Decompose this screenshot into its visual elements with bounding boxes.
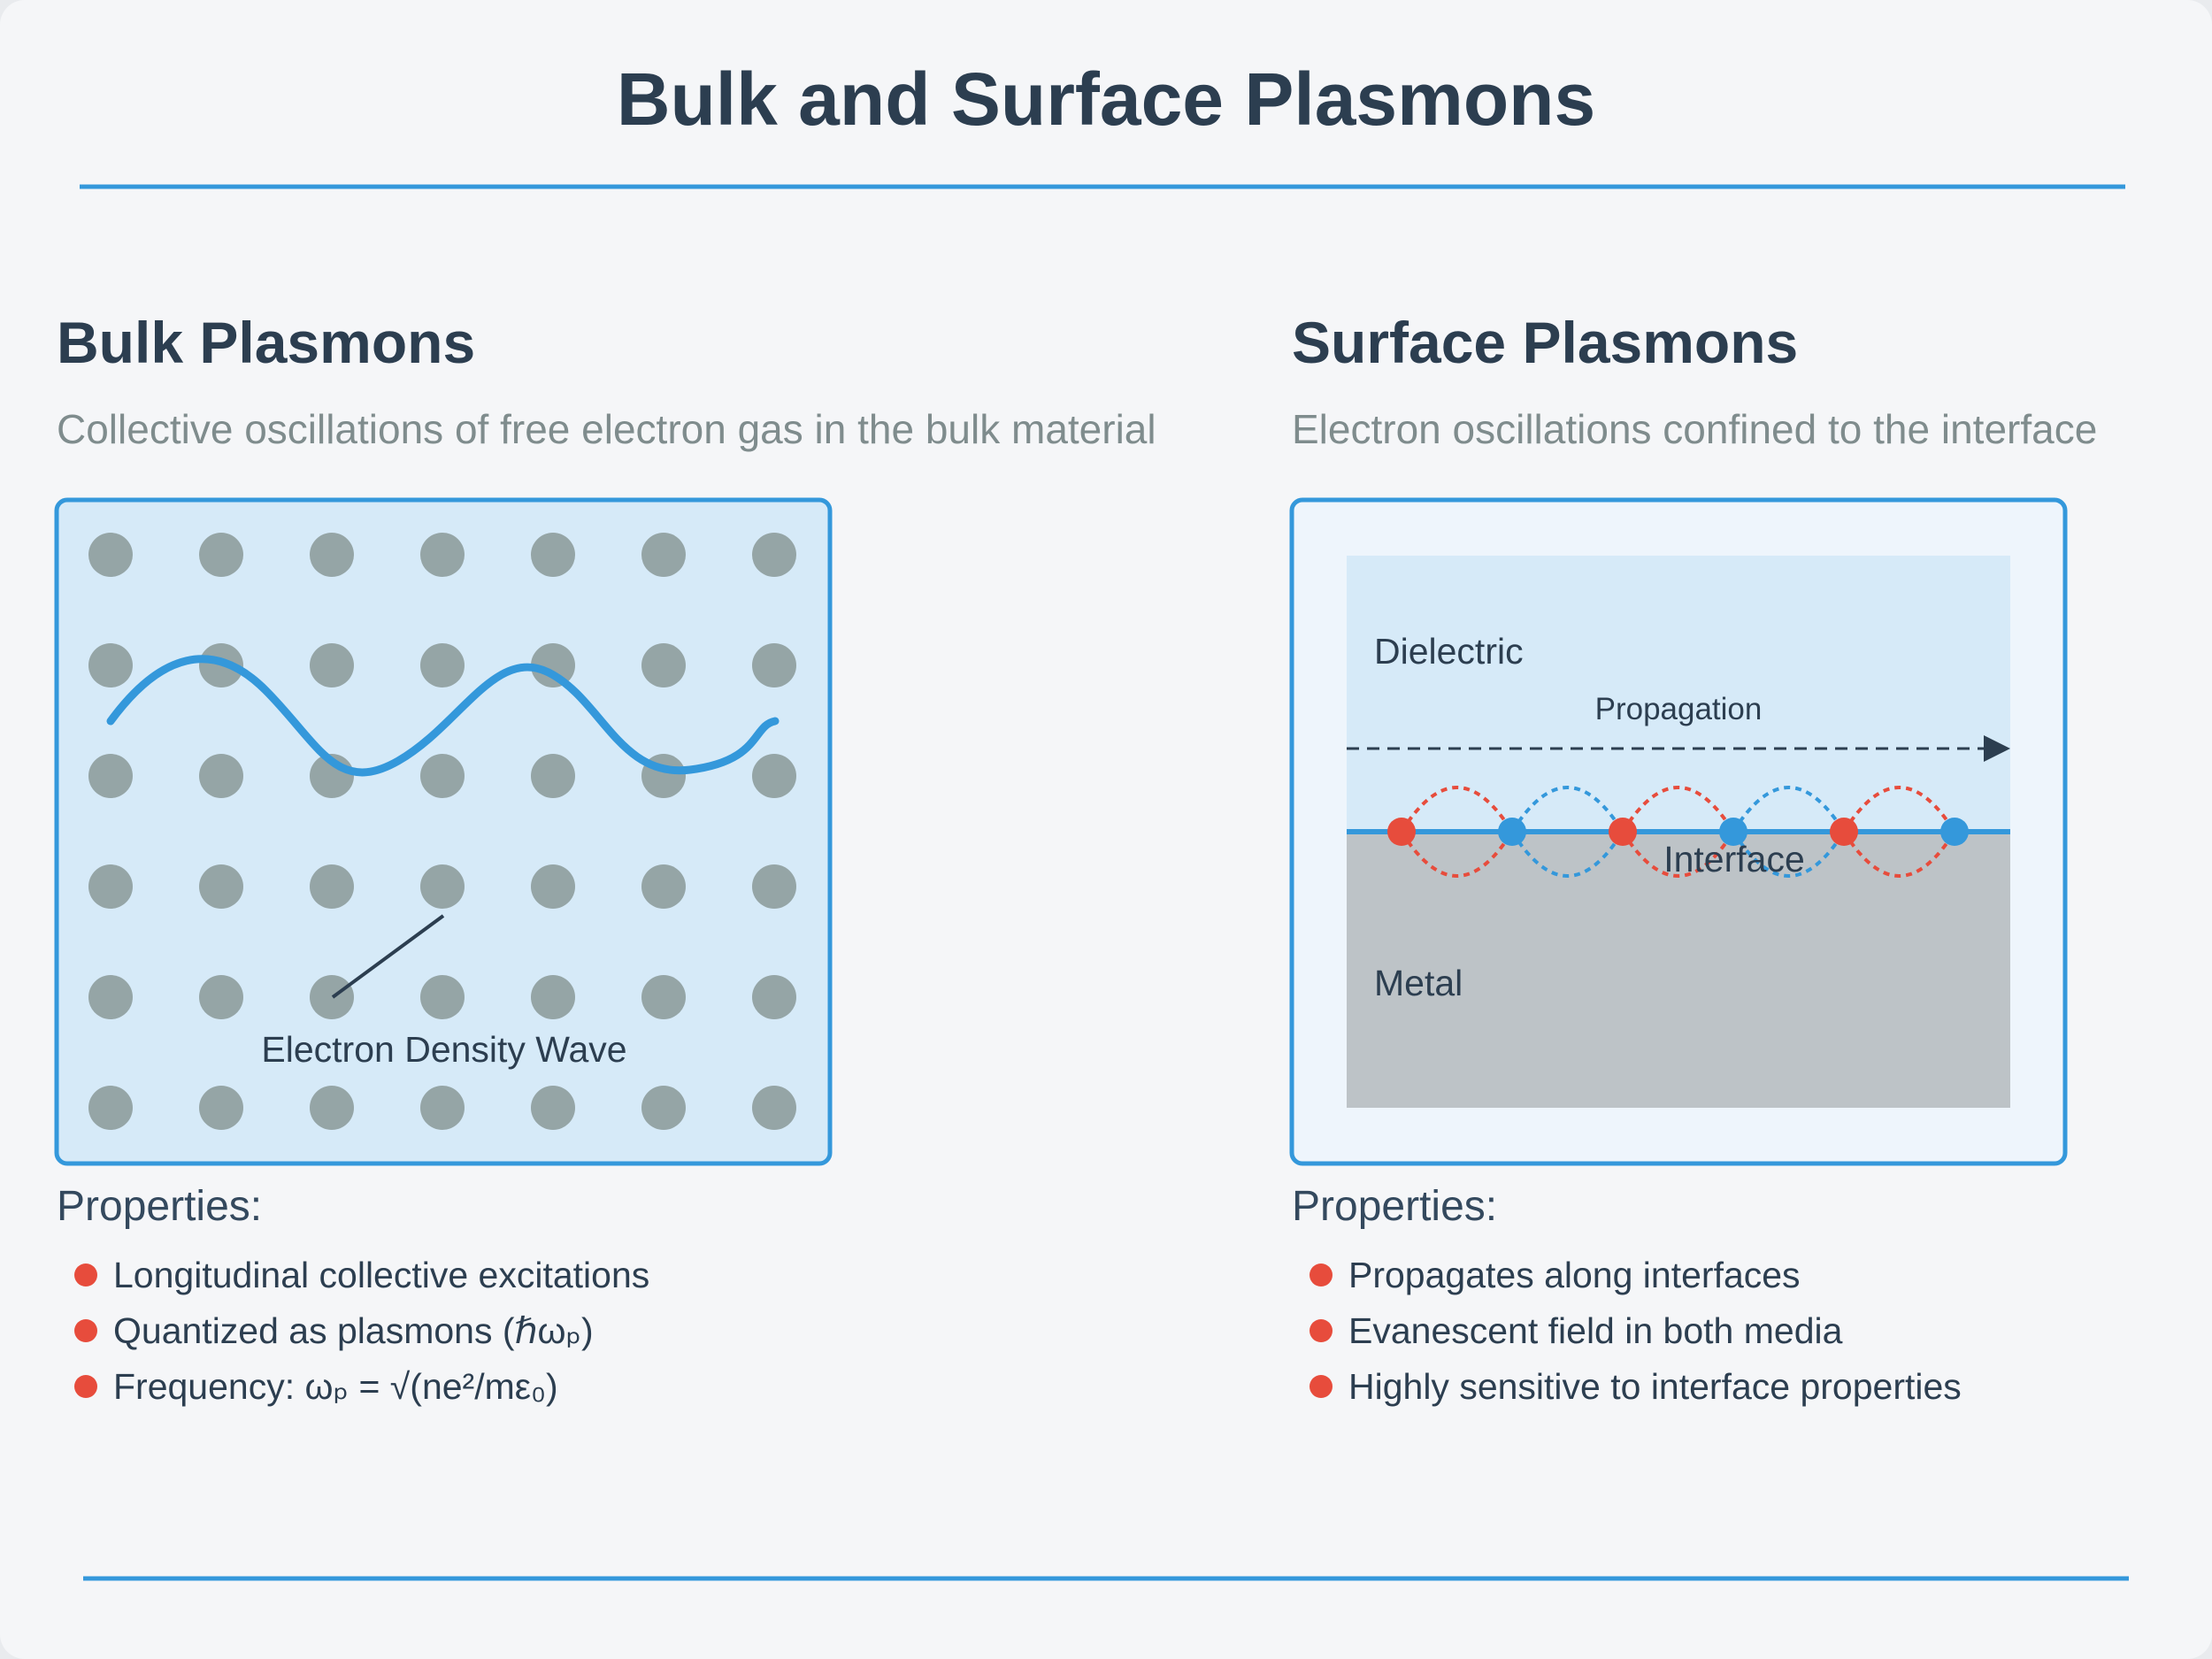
surface-properties-list: Propagates along interfaces Evanescent f… xyxy=(1294,1248,1962,1415)
bullet-icon xyxy=(1310,1319,1333,1342)
positive-charge-icon xyxy=(1830,818,1858,846)
field-line xyxy=(1732,830,1846,878)
dielectric-label: Dielectric xyxy=(1374,631,1524,672)
positive-charge-icon xyxy=(1387,818,1416,846)
arrow-head-icon xyxy=(1984,735,2010,762)
list-item: Quantized as plasmons (ℏωₚ) xyxy=(58,1303,649,1359)
metal-region xyxy=(1347,832,2010,1108)
field-line xyxy=(1621,786,1735,833)
electron-dot xyxy=(420,754,465,798)
field-line xyxy=(1400,786,1514,833)
electron-dot xyxy=(199,754,243,798)
bulk-panel xyxy=(54,497,833,1166)
field-line xyxy=(1842,830,1956,878)
electron-dot xyxy=(420,1086,465,1130)
list-item: Frequency: ωₚ = √(ne²/mε₀) xyxy=(58,1359,649,1415)
electron-dot xyxy=(310,533,354,577)
electron-dot xyxy=(531,864,575,909)
electron-dot xyxy=(752,1086,796,1130)
electron-dot xyxy=(752,754,796,798)
electron-dot xyxy=(531,754,575,798)
wave-label: Electron Density Wave xyxy=(261,1029,626,1070)
electron-dot xyxy=(199,1086,243,1130)
electron-dot xyxy=(310,864,354,909)
list-item: Highly sensitive to interface properties xyxy=(1294,1359,1962,1415)
electron-dot xyxy=(310,643,354,687)
electron-dot xyxy=(420,864,465,909)
electron-dot xyxy=(199,864,243,909)
electron-dot xyxy=(641,1086,686,1130)
bullet-icon xyxy=(1310,1263,1333,1286)
metal-label: Metal xyxy=(1374,963,1463,1003)
electron-dot xyxy=(88,864,133,909)
interface-label: Interface xyxy=(1663,839,1805,879)
electron-dot xyxy=(641,975,686,1019)
electron-dot xyxy=(752,643,796,687)
negative-charge-icon xyxy=(1498,818,1526,846)
electron-dot xyxy=(641,643,686,687)
surface-properties-heading: Properties: xyxy=(1292,1183,1498,1230)
negative-charge-icon xyxy=(1940,818,1969,846)
field-line xyxy=(1732,786,1846,833)
bullet-icon xyxy=(74,1263,97,1286)
electron-dot xyxy=(88,754,133,798)
electron-dot xyxy=(641,533,686,577)
electron-dot xyxy=(752,975,796,1019)
field-line xyxy=(1842,786,1956,833)
surface-heading: Surface Plasmons xyxy=(1292,310,1799,375)
bulk-properties-heading: Properties: xyxy=(57,1183,263,1230)
positive-charge-icon xyxy=(1609,818,1637,846)
bulk-heading: Bulk Plasmons xyxy=(57,310,476,375)
electron-dot xyxy=(88,533,133,577)
list-item: Propagates along interfaces xyxy=(1294,1248,1962,1303)
negative-charge-icon xyxy=(1719,818,1747,846)
bulk-description: Collective oscillations of free electron… xyxy=(57,406,1156,452)
bullet-icon xyxy=(74,1375,97,1398)
field-line xyxy=(1510,786,1624,833)
electron-dot xyxy=(420,975,465,1019)
electron-dot xyxy=(310,1086,354,1130)
electron-dot xyxy=(420,643,465,687)
electron-dot xyxy=(88,643,133,687)
electron-dot xyxy=(199,975,243,1019)
field-line xyxy=(1621,830,1735,878)
electron-dot xyxy=(88,975,133,1019)
electron-density-wave xyxy=(106,655,780,777)
list-item: Evanescent field in both media xyxy=(1294,1303,1962,1359)
propagation-label: Propagation xyxy=(1595,692,1763,726)
electron-dot xyxy=(420,533,465,577)
electron-dot xyxy=(199,533,243,577)
field-line xyxy=(1400,830,1514,878)
surface-description: Electron oscillations confined to the in… xyxy=(1292,406,2098,452)
bullet-icon xyxy=(74,1319,97,1342)
surface-charges xyxy=(1387,818,1969,846)
electron-dot xyxy=(531,1086,575,1130)
field-line xyxy=(1510,830,1624,878)
electron-dot xyxy=(310,975,354,1019)
bulk-properties-list: Longitudinal collective excitations Quan… xyxy=(58,1248,649,1415)
wave-label-pointer xyxy=(331,914,445,999)
dielectric-region xyxy=(1347,556,2010,832)
page-title: Bulk and Surface Plasmons xyxy=(616,58,1596,141)
electron-grid xyxy=(88,533,796,1130)
electron-dot xyxy=(88,1086,133,1130)
electron-dot xyxy=(752,864,796,909)
electron-dot xyxy=(641,864,686,909)
electron-dot xyxy=(752,533,796,577)
evanescent-field-lines xyxy=(1400,786,1956,878)
bullet-icon xyxy=(1310,1375,1333,1398)
electron-dot xyxy=(531,975,575,1019)
electron-dot xyxy=(531,533,575,577)
list-item: Longitudinal collective excitations xyxy=(58,1248,649,1303)
electron-dot xyxy=(531,643,575,687)
